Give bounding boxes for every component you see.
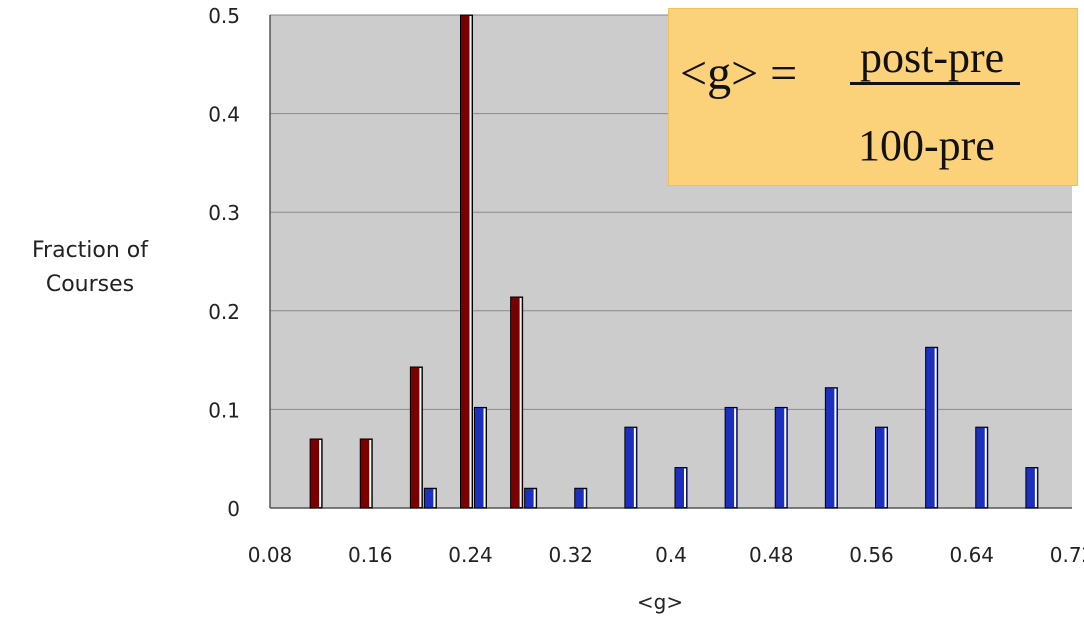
bar-highlight — [433, 489, 436, 507]
x-tick-label: 0.24 — [448, 543, 493, 567]
bar-highlight — [834, 388, 837, 507]
x-tick-label: 0.64 — [949, 543, 994, 567]
x-tick-label: 0.48 — [749, 543, 794, 567]
bar-highlight — [533, 489, 536, 507]
formula-fraction-bar — [850, 82, 1020, 85]
bar-highlight — [319, 439, 322, 507]
y-tick-label: 0.1 — [208, 398, 240, 422]
formula-lhs: <g> = — [680, 47, 798, 100]
bar-highlight — [684, 468, 686, 507]
bar-highlight — [369, 439, 372, 507]
bar-highlight — [469, 16, 472, 507]
bar-highlight — [734, 408, 737, 507]
x-tick-label: 0.16 — [348, 543, 393, 567]
x-axis-label: <g> — [636, 590, 684, 614]
formula-numerator: post-pre — [860, 33, 1005, 82]
y-tick-label: 0 — [227, 497, 240, 521]
y-tick-label: 0.2 — [208, 300, 240, 324]
y-axis-label: Fraction of Courses — [31, 238, 148, 297]
bar-highlight — [519, 297, 522, 507]
bar-highlight — [984, 428, 987, 507]
formula-annotation: <g> = post-pre 100-pre — [668, 8, 1078, 186]
bar-highlight — [784, 408, 787, 507]
x-tick-label: 0.4 — [655, 543, 687, 567]
bar-highlight — [483, 408, 486, 507]
bar-highlight — [1034, 468, 1037, 507]
y-tick-label: 0.3 — [208, 201, 240, 225]
y-tick-label: 0.5 — [208, 4, 240, 28]
bar-highlight — [884, 428, 887, 507]
bar-highlight — [633, 428, 636, 507]
x-tick-label: 0.72 — [1050, 543, 1084, 567]
x-tick-label: 0.08 — [248, 543, 293, 567]
formula-denominator: 100-pre — [858, 121, 995, 170]
bar-highlight — [583, 489, 586, 507]
x-tick-label: 0.56 — [849, 543, 894, 567]
x-tick-label: 0.32 — [548, 543, 593, 567]
bar-highlight — [934, 348, 937, 507]
y-tick-label: 0.4 — [208, 103, 240, 127]
bar-highlight — [419, 368, 422, 507]
